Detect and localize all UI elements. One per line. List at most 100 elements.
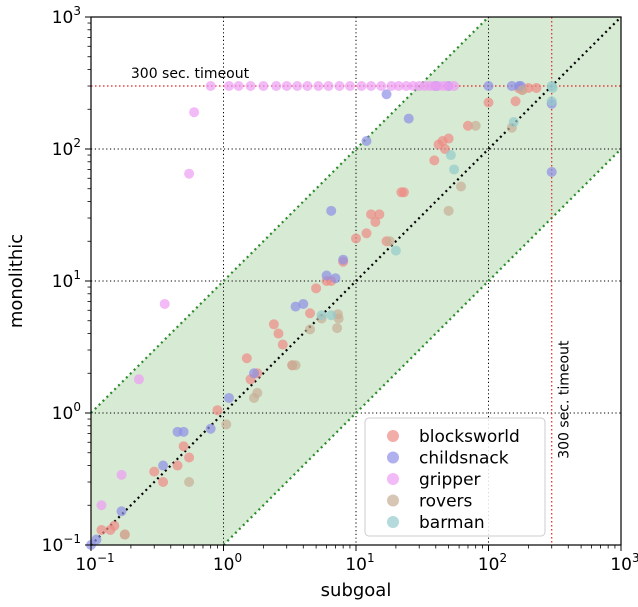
data-point-blocksworld [277, 339, 288, 350]
data-point-childsnack [298, 298, 309, 309]
y-axis-label: monolithic [6, 234, 27, 328]
data-point-childsnack [249, 368, 260, 379]
data-point-gripper [281, 81, 292, 92]
x-tick-label: 102 [478, 551, 507, 575]
data-point-blocksworld [149, 466, 160, 477]
legend-label-rovers: rovers [419, 492, 473, 512]
points-layer [86, 81, 558, 550]
data-point-gripper [366, 81, 377, 92]
legend-label-gripper: gripper [419, 470, 481, 490]
legend-label-barman: barman [419, 513, 485, 533]
data-point-rovers [517, 84, 528, 95]
data-point-barman [316, 310, 327, 321]
data-point-blocksworld [370, 216, 381, 227]
data-point-gripper [386, 81, 397, 92]
x-tick-label: 100 [213, 551, 242, 575]
data-point-childsnack [506, 81, 517, 92]
data-point-blocksworld [443, 133, 454, 144]
data-point-blocksworld [305, 308, 316, 319]
data-point-blocksworld [531, 82, 542, 93]
x-tick-label: 101 [345, 551, 374, 575]
data-point-barman [390, 245, 401, 256]
legend-marker-childsnack [387, 451, 399, 464]
data-point-barman [547, 82, 558, 93]
data-point-childsnack [158, 460, 169, 471]
legend-marker-gripper [387, 473, 399, 485]
timeout-label-horizontal: 300 sec. timeout [131, 66, 250, 82]
data-point-blocksworld [429, 155, 440, 166]
data-point-blocksworld [462, 120, 473, 131]
data-point-gripper [223, 81, 234, 92]
legend-marker-blocksworld [387, 430, 399, 442]
timeout-label-vertical: 300 sec. timeout [557, 340, 573, 459]
data-point-blocksworld [241, 353, 252, 364]
data-point-rovers [305, 324, 316, 335]
data-point-gripper [334, 81, 345, 92]
data-point-gripper [159, 298, 170, 309]
diagonal-line [90, 16, 622, 546]
legend-marker-barman [387, 516, 399, 528]
data-point-gripper [271, 81, 282, 92]
data-point-childsnack [330, 273, 341, 284]
data-point-gripper [184, 168, 195, 179]
data-point-gripper [323, 81, 334, 92]
data-point-gripper [292, 81, 303, 92]
data-point-rovers [384, 236, 395, 247]
data-point-barman [445, 150, 456, 161]
data-point-gripper [245, 81, 256, 92]
data-point-gripper [96, 500, 107, 511]
data-point-childsnack [361, 135, 372, 146]
y-tick-label: 100 [52, 400, 81, 424]
data-point-gripper [313, 81, 324, 92]
y-tick-label: 10−1 [42, 532, 81, 556]
data-point-blocksworld [273, 328, 284, 339]
x-tick-label: 103 [610, 551, 638, 575]
data-point-gripper [356, 81, 367, 92]
data-point-gripper [449, 81, 460, 92]
data-point-rovers [221, 419, 232, 430]
data-point-blocksworld [268, 319, 279, 330]
data-point-gripper [376, 81, 387, 92]
data-point-blocksworld [178, 441, 189, 452]
data-point-gripper [258, 81, 269, 92]
data-point-blocksworld [361, 228, 372, 239]
data-point-childsnack [403, 113, 414, 124]
data-point-blocksworld [158, 477, 169, 488]
data-point-blocksworld [398, 187, 409, 198]
data-point-childsnack [546, 166, 557, 177]
legend-box [364, 417, 546, 537]
data-point-blocksworld [366, 209, 377, 220]
data-point-rovers [333, 313, 344, 324]
data-point-childsnack [338, 254, 349, 265]
data-point-gripper [133, 374, 144, 385]
data-point-rovers [290, 360, 301, 371]
data-point-rovers [455, 181, 466, 192]
x-tick-label: 10−1 [75, 551, 114, 575]
data-point-blocksworld [483, 97, 494, 108]
band-lower-edge [222, 148, 622, 546]
legend-label-childsnack: childsnack [419, 449, 509, 469]
data-point-gripper [233, 81, 244, 92]
data-point-rovers [252, 387, 263, 398]
data-point-blocksworld [184, 452, 195, 463]
data-point-gripper [393, 81, 404, 92]
y-tick-label: 103 [52, 4, 81, 28]
data-point-blocksworld [109, 520, 120, 531]
ticks-layer: 10−1 100 101 102 103 10−1 100 101 102 103 [42, 4, 638, 575]
y-tick-label: 102 [52, 136, 81, 160]
y-tick-label: 101 [52, 268, 81, 292]
data-point-barman [326, 310, 337, 321]
data-point-gripper [205, 81, 216, 92]
data-point-childsnack [290, 301, 301, 312]
data-point-childsnack [321, 270, 332, 281]
data-point-gripper [189, 107, 200, 118]
data-point-blocksworld [510, 96, 521, 107]
data-point-rovers [184, 477, 195, 488]
data-point-blocksworld [212, 405, 223, 416]
data-point-barman [546, 96, 557, 107]
data-point-gripper [302, 81, 313, 92]
x-axis-label: subgoal [321, 580, 392, 601]
